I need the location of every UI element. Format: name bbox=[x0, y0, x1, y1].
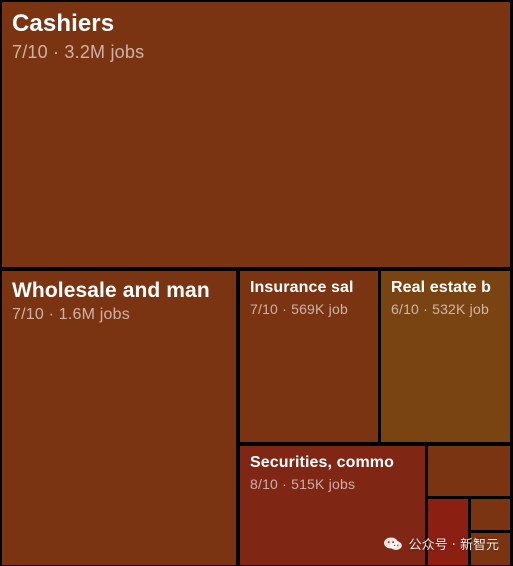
tile-small-right-bottom bbox=[471, 533, 510, 565]
tile-small-top-right bbox=[428, 446, 510, 496]
wechat-icon bbox=[383, 537, 402, 550]
tile-subtitle: 7/10 · 569K job bbox=[250, 301, 348, 317]
tile-subtitle: 8/10 · 515K jobs bbox=[250, 476, 356, 492]
tile-small-right-mid bbox=[471, 499, 510, 530]
tile-insurance-sales: Insurance sal 7/10 · 569K job bbox=[240, 271, 378, 442]
tile-label: Insurance sal bbox=[250, 279, 354, 296]
tile-cashiers: Cashiers 7/10 · 3.2M jobs bbox=[2, 2, 510, 267]
tile-label: Securities, commo bbox=[250, 454, 394, 471]
tile-securities-commodities: Securities, commo 8/10 · 515K jobs bbox=[240, 446, 425, 565]
tile-small-red bbox=[428, 499, 468, 565]
tile-subtitle: 7/10 · 3.2M jobs bbox=[12, 42, 145, 62]
watermark-text: 公众号 · 新智元 bbox=[408, 538, 499, 553]
tile-subtitle: 6/10 · 532K job bbox=[391, 301, 489, 317]
tile-label: Wholesale and man bbox=[12, 279, 210, 302]
tile-subtitle: 7/10 · 1.6M jobs bbox=[12, 306, 130, 323]
watermark: 公众号 · 新智元 bbox=[383, 534, 499, 553]
tile-real-estate: Real estate b 6/10 · 532K job bbox=[381, 271, 510, 442]
tile-wholesale-and-manufacturing: Wholesale and man 7/10 · 1.6M jobs bbox=[2, 271, 236, 565]
tile-label: Real estate b bbox=[391, 279, 492, 296]
tile-label: Cashiers bbox=[12, 10, 115, 37]
